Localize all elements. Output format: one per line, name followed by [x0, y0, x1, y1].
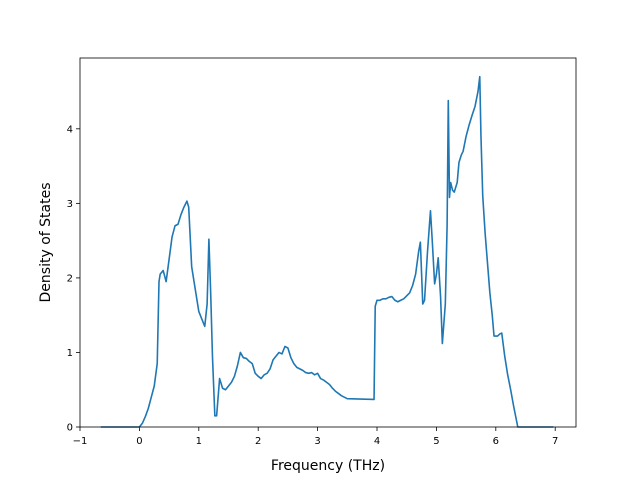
y-tick-label: 0: [67, 423, 73, 434]
y-axis-ticks: 0 1 2 3 4: [67, 124, 80, 434]
y-tick-label: 3: [67, 199, 73, 210]
y-tick-label: 4: [67, 124, 73, 135]
series-line: [100, 75, 554, 428]
x-tick-label: 7: [552, 436, 558, 447]
x-tick-label: 1: [196, 436, 202, 447]
x-tick-label: 0: [136, 436, 142, 447]
plot-frame: [79, 57, 577, 428]
plot-area: [80, 58, 576, 427]
x-axis-ticks: −1 0 1 2 3 4 5 6 7: [73, 427, 558, 447]
x-tick-label: −1: [73, 436, 88, 447]
x-tick-label: 4: [374, 436, 380, 447]
x-tick-label: 6: [493, 436, 499, 447]
y-tick-label: 1: [67, 348, 73, 359]
x-axis-label: Frequency (THz): [271, 458, 385, 474]
x-tick-label: 3: [314, 436, 320, 447]
y-axis-label: Density of States: [38, 183, 54, 303]
x-tick-label: 5: [433, 436, 439, 447]
y-tick-label: 2: [67, 273, 73, 284]
x-tick-label: 2: [255, 436, 261, 447]
